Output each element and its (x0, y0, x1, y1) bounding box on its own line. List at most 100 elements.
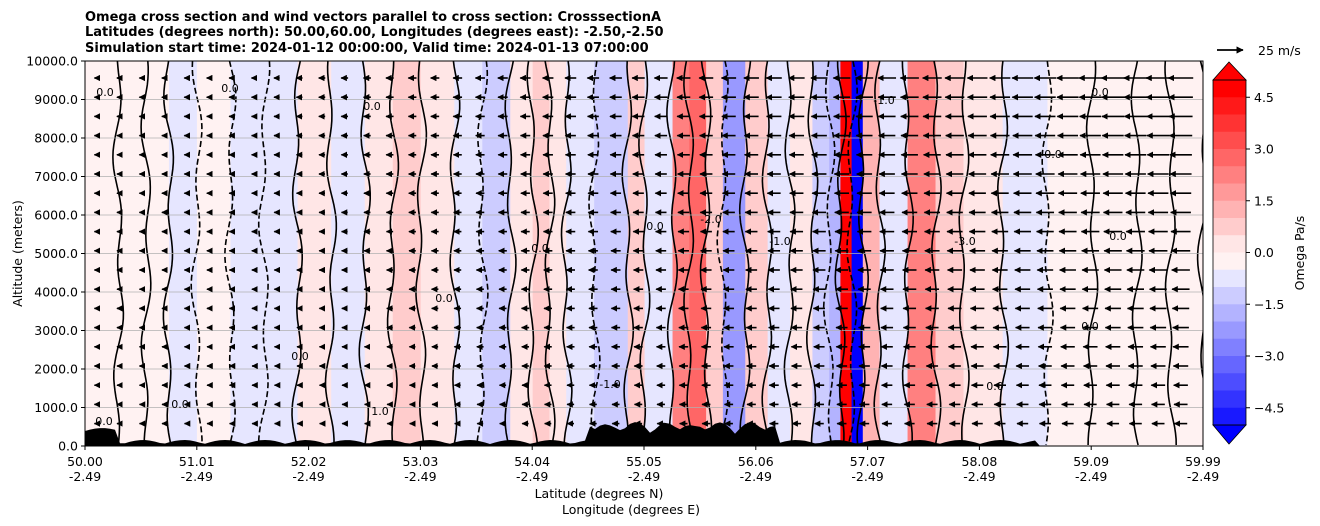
contour-line (224, 61, 237, 446)
contour-line (1130, 61, 1143, 446)
contour-line (257, 61, 271, 446)
contour-line (190, 61, 203, 445)
x-tick-label-longitude: -2.49 (181, 469, 213, 484)
contour-line (162, 61, 175, 446)
contour-label: 0.0 (1091, 86, 1109, 99)
colorbar-level (1213, 80, 1246, 98)
contour-line (930, 61, 942, 446)
y-tick-label: 4000.0 (34, 285, 78, 300)
y-tick-label: 2000.0 (34, 362, 78, 377)
contour-label: 0.0 (363, 100, 381, 113)
x-tick-label-longitude: -2.49 (404, 469, 436, 484)
contour-line (526, 61, 539, 446)
x-tick-label-longitude: -2.49 (851, 469, 883, 484)
contour-label: 0.0 (171, 398, 189, 411)
y-tick-label: 10000.0 (26, 54, 78, 69)
y-tick-label: 6000.0 (34, 208, 78, 223)
title-line-3: Simulation start time: 2024-01-12 00:00:… (85, 41, 649, 56)
contour-label: 0.0 (1081, 320, 1099, 333)
contour-line (666, 61, 679, 446)
contour-label: 0.0 (531, 242, 549, 255)
y-tick-label: 7000.0 (34, 169, 78, 184)
colorbar-level (1213, 252, 1246, 271)
contour-line (560, 61, 573, 446)
x-axis-label-longitude: Longitude (degrees E) (562, 502, 700, 517)
chart-title: Omega cross section and wind vectors par… (85, 10, 664, 56)
y-tick-label: 9000.0 (34, 92, 78, 107)
colorbar-level (1213, 131, 1246, 150)
colorbar-level (1213, 338, 1246, 357)
x-axis: 50.00-2.4951.01-2.4952.02-2.4953.03-2.49… (67, 446, 1221, 484)
colorbar-ticks: 4.5 3.0 1.5 0.0 −1.5 −3.0 −4.5 (1246, 90, 1284, 415)
colorbar-level (1213, 321, 1246, 340)
contour-line (1041, 61, 1054, 446)
y-tick-label: 3000.0 (34, 323, 78, 338)
x-tick-label-latitude: 51.01 (179, 454, 215, 469)
x-tick-label-latitude: 58.08 (962, 454, 998, 469)
contour-line (716, 61, 729, 446)
x-tick-label-latitude: 59.09 (1073, 454, 1109, 469)
contour-line (683, 61, 695, 446)
colorbar-tick-label: −1.5 (1254, 297, 1284, 312)
x-tick-label-latitude: 59.99 (1185, 454, 1221, 469)
colorbar-level (1213, 183, 1246, 202)
title-line-2: Latitudes (degrees north): 50.00,60.00, … (85, 25, 664, 40)
colorbar-level (1213, 390, 1246, 409)
x-tick-label-longitude: -2.49 (516, 469, 548, 484)
x-tick-label-latitude: 52.02 (291, 454, 327, 469)
colorbar-tick-label: −4.5 (1254, 400, 1284, 415)
plot-area: 0.0 0.0 1.0 0.0 0.0 0.0 0.0 0.0 -1.0 -1.0 0.0 0.0 0.… (84, 60, 1204, 447)
colorbar-level (1213, 166, 1246, 184)
x-tick-label-latitude: 54.04 (514, 454, 550, 469)
colorbar-level (1213, 235, 1246, 253)
colorbar-level (1213, 114, 1246, 133)
y-tick-label: 0.0 (58, 439, 78, 454)
contour-label: -2.0 (700, 213, 721, 226)
contour-label: 0.0 (1109, 230, 1127, 243)
contour-line (996, 61, 1010, 446)
y-tick-label: 5000.0 (34, 246, 78, 261)
colorbar-level (1213, 97, 1246, 115)
contour-label: 0.0 (291, 350, 309, 363)
y-tick-label: 1000.0 (34, 400, 78, 415)
contour-line (324, 61, 338, 445)
contour-label: 0.0 (986, 380, 1004, 393)
colorbar: 4.5 3.0 1.5 0.0 −1.5 −3.0 −4.5 Omega Pa/s (1212, 61, 1307, 445)
wind-vectors (93, 74, 1194, 427)
colorbar-tick-label: 1.5 (1254, 193, 1274, 208)
x-tick-label-latitude: 57.07 (850, 454, 886, 469)
contour-label: 0.0 (1044, 148, 1062, 161)
contour-label: 0.0 (95, 415, 113, 428)
contour-label: 1.0 (371, 405, 389, 418)
contour-line (958, 61, 970, 446)
terrain (85, 422, 1203, 446)
y-axis-label: Altitude (meters) (10, 200, 25, 307)
x-tick-label-latitude: 50.00 (67, 454, 103, 469)
contour-label: -3.0 (954, 235, 975, 248)
x-tick-label-latitude: 53.03 (403, 454, 439, 469)
colorbar-level (1213, 304, 1246, 322)
contour-line (449, 61, 461, 446)
x-tick-label-latitude: 55.05 (626, 454, 662, 469)
vector-key: 25 m/s (1217, 43, 1301, 58)
colorbar-levels (1213, 80, 1246, 426)
colorbar-level (1213, 200, 1246, 219)
x-tick-label-longitude: -2.49 (963, 469, 995, 484)
colorbar-level (1213, 287, 1246, 305)
x-tick-label-longitude: -2.49 (740, 469, 772, 484)
x-tick-label-latitude: 56.06 (738, 454, 774, 469)
contour-line (822, 61, 836, 446)
colorbar-label: Omega Pa/s (1292, 216, 1307, 291)
colorbar-extend-min (1212, 424, 1247, 445)
colorbar-level (1213, 356, 1246, 374)
colorbar-level (1213, 149, 1246, 167)
y-axis: 0.0 1000.0 2000.0 3000.0 4000.0 5000.0 6000.0 7… (26, 54, 85, 454)
colorbar-tick-label: 3.0 (1254, 142, 1274, 157)
contour-label: -1.0 (769, 235, 790, 248)
contour-line (638, 61, 651, 446)
contour-line (386, 61, 400, 446)
colorbar-extend-max (1212, 61, 1247, 81)
x-tick-label-longitude: -2.49 (628, 469, 660, 484)
contour-line (504, 61, 517, 446)
